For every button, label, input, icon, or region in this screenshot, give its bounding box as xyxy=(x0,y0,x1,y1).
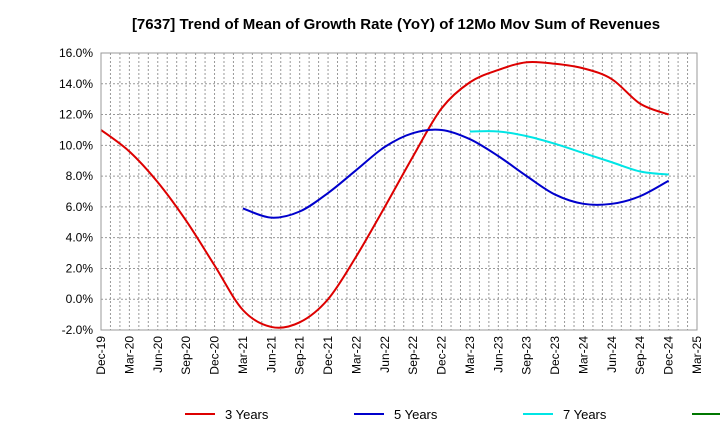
x-tick-label: Dec-23 xyxy=(548,336,562,375)
legend-label: 3 Years xyxy=(225,407,269,422)
x-tick-label: Jun-24 xyxy=(605,336,619,373)
x-tick-label: Mar-22 xyxy=(349,336,363,374)
series-line-5-years xyxy=(242,128,670,219)
x-axis-ticks: Dec-19 Mar-20 Jun-20 Sep-20 Dec-20 Mar-21 Jun-… xyxy=(94,336,704,375)
x-tick-label: Mar-21 xyxy=(236,336,250,374)
y-tick-label: 4.0% xyxy=(66,231,94,245)
plot-frame xyxy=(100,52,698,331)
y-axis-ticks: -2.0% 0.0% 2.0% 4.0% 6.0% 8.0% 10.0% 12.0% 14.0%… xyxy=(59,46,93,337)
x-tick-label: Jun-20 xyxy=(151,336,165,373)
x-tick-label: Jun-21 xyxy=(264,336,278,373)
x-tick-label: Sep-22 xyxy=(406,336,420,375)
series-lines xyxy=(100,60,670,329)
series-line-3-years xyxy=(100,60,669,329)
x-tick-label: Sep-23 xyxy=(520,336,534,375)
x-tick-label: Dec-22 xyxy=(435,336,449,375)
series-line-7-years xyxy=(469,130,669,176)
x-tick-label: Jun-22 xyxy=(378,336,392,373)
x-tick-label: Sep-20 xyxy=(179,336,193,375)
x-tick-label: Dec-24 xyxy=(662,336,676,375)
y-tick-label: 10.0% xyxy=(59,138,93,152)
legend-label: 7 Years xyxy=(563,407,607,422)
x-tick-label: Mar-23 xyxy=(463,336,477,374)
y-tick-label: 0.0% xyxy=(66,292,94,306)
x-tick-label: Mar-20 xyxy=(122,336,136,374)
x-tick-label: Sep-24 xyxy=(633,336,647,375)
grid xyxy=(101,53,697,330)
y-tick-label: 8.0% xyxy=(66,169,94,183)
y-tick-label: 12.0% xyxy=(59,108,93,122)
x-tick-label: Sep-21 xyxy=(293,336,307,375)
y-tick-label: 14.0% xyxy=(59,77,93,91)
chart-title: [7637] Trend of Mean of Growth Rate (YoY… xyxy=(132,16,660,33)
y-tick-label: 6.0% xyxy=(66,200,94,214)
x-tick-label: Mar-25 xyxy=(690,336,704,374)
x-tick-label: Mar-24 xyxy=(576,336,590,374)
x-tick-label: Dec-19 xyxy=(94,336,108,375)
x-tick-label: Jun-23 xyxy=(491,336,505,373)
legend-label: 5 Years xyxy=(394,407,438,422)
y-tick-label: 16.0% xyxy=(59,46,93,60)
y-tick-label: 2.0% xyxy=(66,261,94,275)
x-tick-label: Dec-20 xyxy=(208,336,222,375)
y-tick-label: -2.0% xyxy=(62,323,94,337)
x-tick-label: Dec-21 xyxy=(321,336,335,375)
